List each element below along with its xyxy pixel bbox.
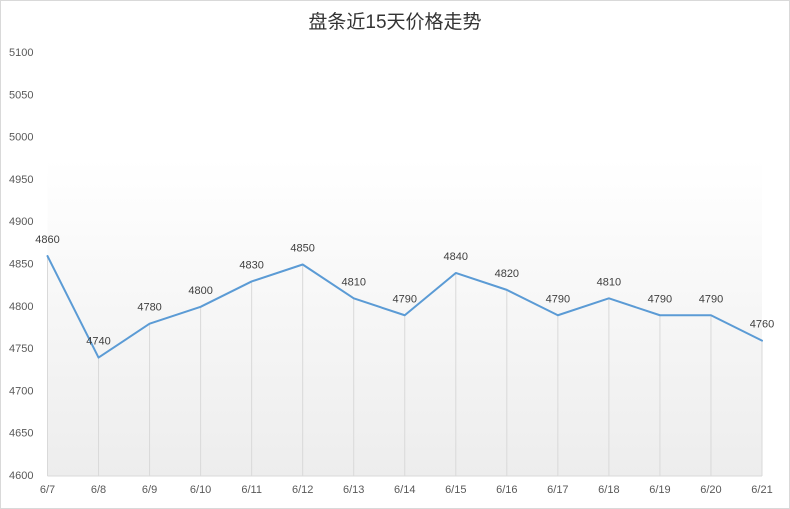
y-tick-label: 5000 xyxy=(9,132,33,144)
data-label: 4850 xyxy=(290,243,314,255)
y-tick-label: 4850 xyxy=(9,259,33,271)
x-tick-label: 6/10 xyxy=(190,484,211,496)
data-label: 4800 xyxy=(188,285,212,297)
data-label: 4860 xyxy=(35,234,59,246)
data-label: 4760 xyxy=(750,319,774,331)
x-tick-label: 6/8 xyxy=(91,484,106,496)
x-tick-label: 6/9 xyxy=(142,484,157,496)
y-tick-label: 4800 xyxy=(9,301,33,313)
data-labels: 4860 4740 4780 4800 4830 4850 4810 4790 4840 4820… xyxy=(35,234,774,348)
data-label: 4740 xyxy=(86,336,110,348)
x-tick-label: 6/12 xyxy=(292,484,313,496)
data-label: 4810 xyxy=(597,276,621,288)
x-tick-label: 6/7 xyxy=(40,484,55,496)
data-label: 4820 xyxy=(495,268,519,280)
y-tick-label: 5100 xyxy=(9,47,33,59)
data-label: 4790 xyxy=(546,293,570,305)
y-tick-label: 4650 xyxy=(9,428,33,440)
drop-lines xyxy=(47,256,763,476)
x-tick-label: 6/14 xyxy=(394,484,415,496)
data-label: 4790 xyxy=(648,293,672,305)
y-tick-label: 4700 xyxy=(9,385,33,397)
data-label: 4840 xyxy=(444,251,468,263)
x-tick-label: 6/17 xyxy=(547,484,568,496)
chart-title: 盘条近15天价格走势 xyxy=(308,12,482,33)
x-tick-label: 6/21 xyxy=(751,484,772,496)
x-tick-label: 6/20 xyxy=(700,484,721,496)
x-tick-label: 6/11 xyxy=(241,484,262,496)
x-tick-label: 6/16 xyxy=(496,484,517,496)
x-tick-label: 6/19 xyxy=(649,484,670,496)
x-axis: 6/7 6/8 6/9 6/10 6/11 6/12 6/13 6/14 6/15 6/16 6/1… xyxy=(40,484,773,496)
data-label: 4830 xyxy=(239,259,263,271)
x-tick-label: 6/18 xyxy=(598,484,619,496)
data-label: 4810 xyxy=(341,276,365,288)
data-label: 4790 xyxy=(699,293,723,305)
series-line xyxy=(46,255,763,359)
data-label: 4780 xyxy=(137,302,161,314)
y-axis: 4600 4650 4700 4750 4800 4850 4900 4950 5000 5050… xyxy=(9,47,33,482)
y-tick-label: 4950 xyxy=(9,174,33,186)
y-tick-label: 4750 xyxy=(9,343,33,355)
y-tick-label: 4600 xyxy=(9,470,33,482)
y-tick-label: 4900 xyxy=(9,216,33,228)
y-tick-label: 5050 xyxy=(9,89,33,101)
data-label: 4790 xyxy=(393,293,417,305)
x-tick-label: 6/13 xyxy=(343,484,364,496)
x-tick-label: 6/15 xyxy=(445,484,466,496)
